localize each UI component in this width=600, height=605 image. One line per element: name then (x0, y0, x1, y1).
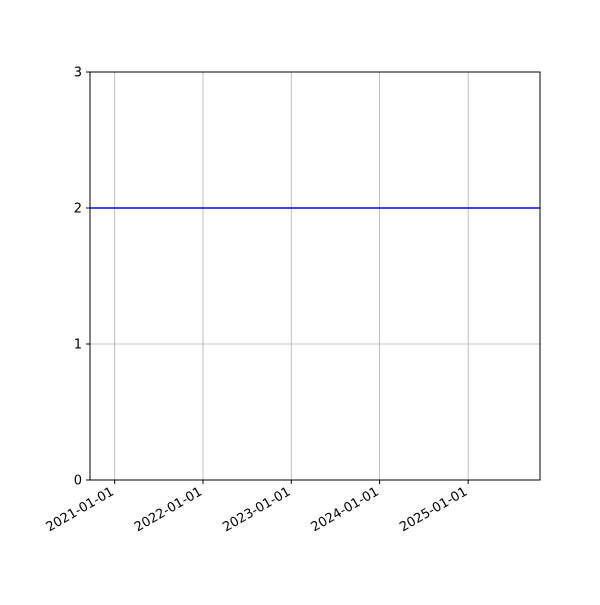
y-tick-label: 1 (74, 338, 82, 353)
y-axis: 0 1 2 3 (74, 66, 90, 489)
x-tick-label: 2024-01-01 (309, 484, 382, 535)
x-tick-label: 2021-01-01 (44, 484, 117, 535)
y-tick-label: 0 (74, 474, 82, 489)
y-tick-label: 2 (74, 202, 82, 217)
x-axis: 2021-01-01 2022-01-01 2023-01-01 2024-01-01… (44, 480, 470, 535)
x-tick-label: 2023-01-01 (220, 484, 293, 535)
grid (90, 71, 540, 481)
x-tick-label: 2022-01-01 (132, 484, 205, 535)
y-tick-label: 3 (74, 66, 82, 81)
x-tick-label: 2025-01-01 (397, 484, 470, 535)
axes-frame (89, 71, 541, 481)
